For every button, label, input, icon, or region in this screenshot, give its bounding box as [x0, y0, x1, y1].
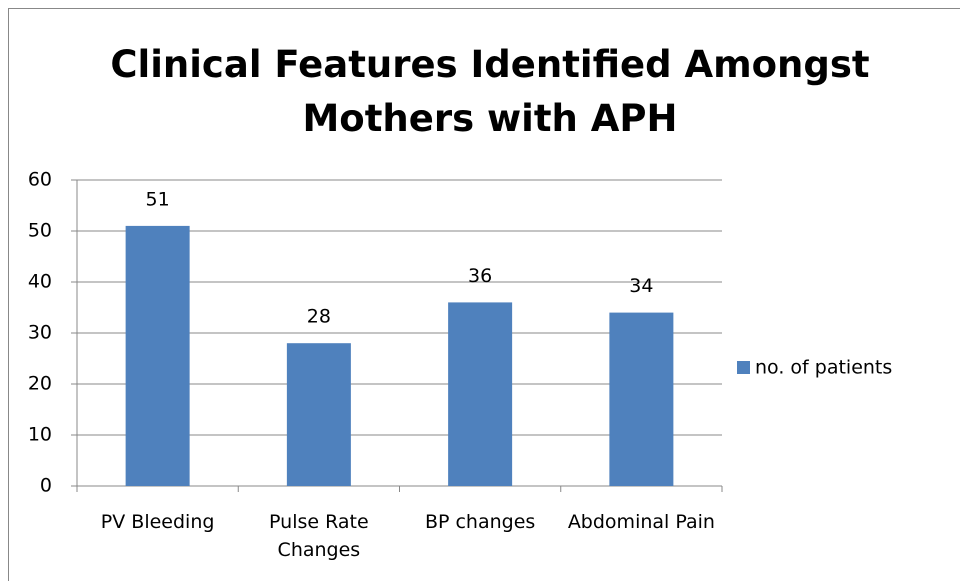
x-tick-label: PV Bleeding — [100, 511, 215, 533]
y-tick-label: 10 — [28, 424, 52, 446]
y-tick-label: 20 — [28, 373, 52, 395]
x-tick-label: Pulse Rate Changes — [269, 511, 369, 561]
bar — [448, 302, 513, 486]
y-tick-label: 50 — [28, 220, 52, 242]
bar — [609, 312, 674, 486]
bar — [286, 343, 351, 486]
chart-title: Clinical Features Identified Amongst Mot… — [110, 43, 870, 140]
x-tick-label: Abdominal Pain — [567, 511, 715, 533]
value-label: 34 — [629, 275, 653, 297]
value-label: 28 — [307, 306, 331, 328]
legend-label: no. of patients — [755, 357, 892, 379]
chart-border — [8, 8, 960, 581]
value-label: 36 — [468, 265, 492, 287]
y-tick-label: 30 — [28, 322, 52, 344]
bar — [125, 225, 190, 486]
value-label: 51 — [146, 188, 170, 210]
y-tick-label: 60 — [28, 169, 52, 191]
x-tick-label: BP changes — [424, 511, 536, 533]
legend-swatch — [737, 361, 750, 374]
y-tick-label: 0 — [40, 475, 52, 497]
y-tick-label: 40 — [28, 271, 52, 293]
